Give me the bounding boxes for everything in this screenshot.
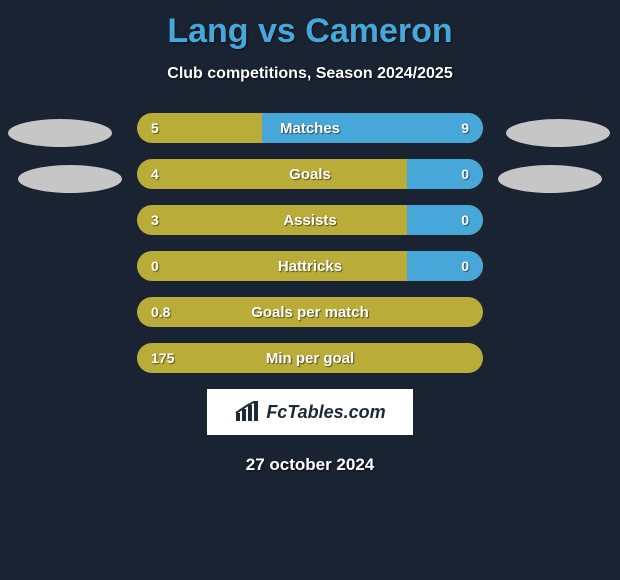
player-right-badge-2	[498, 165, 602, 193]
stat-bar: 30Assists	[137, 205, 483, 235]
stat-label: Hattricks	[137, 251, 483, 281]
brand-text: FcTables.com	[266, 402, 385, 423]
bars-container: 59Matches 40Goals 30Assists 00Hattricks 0.8G…	[0, 113, 620, 373]
stat-bar: 0.8Goals per match	[137, 297, 483, 327]
stat-label: Assists	[137, 205, 483, 235]
player-left-badge-1	[8, 119, 112, 147]
stat-bar: 175Min per goal	[137, 343, 483, 373]
player-right-badge-1	[506, 119, 610, 147]
stat-label: Min per goal	[137, 343, 483, 373]
stat-bar: 59Matches	[137, 113, 483, 143]
stat-label: Goals per match	[137, 297, 483, 327]
date-text: 27 october 2024	[0, 455, 620, 475]
stat-label: Goals	[137, 159, 483, 189]
chart-icon	[234, 401, 260, 423]
player-left-badge-2	[18, 165, 122, 193]
subtitle: Club competitions, Season 2024/2025	[0, 65, 620, 83]
comparison-bars: 59Matches 40Goals 30Assists 00Hattricks 0.8G…	[0, 113, 620, 373]
brand-box: FcTables.com	[207, 389, 413, 435]
stat-label: Matches	[137, 113, 483, 143]
stat-bar: 40Goals	[137, 159, 483, 189]
page-title: Lang vs Cameron	[0, 0, 620, 51]
stat-bar: 00Hattricks	[137, 251, 483, 281]
